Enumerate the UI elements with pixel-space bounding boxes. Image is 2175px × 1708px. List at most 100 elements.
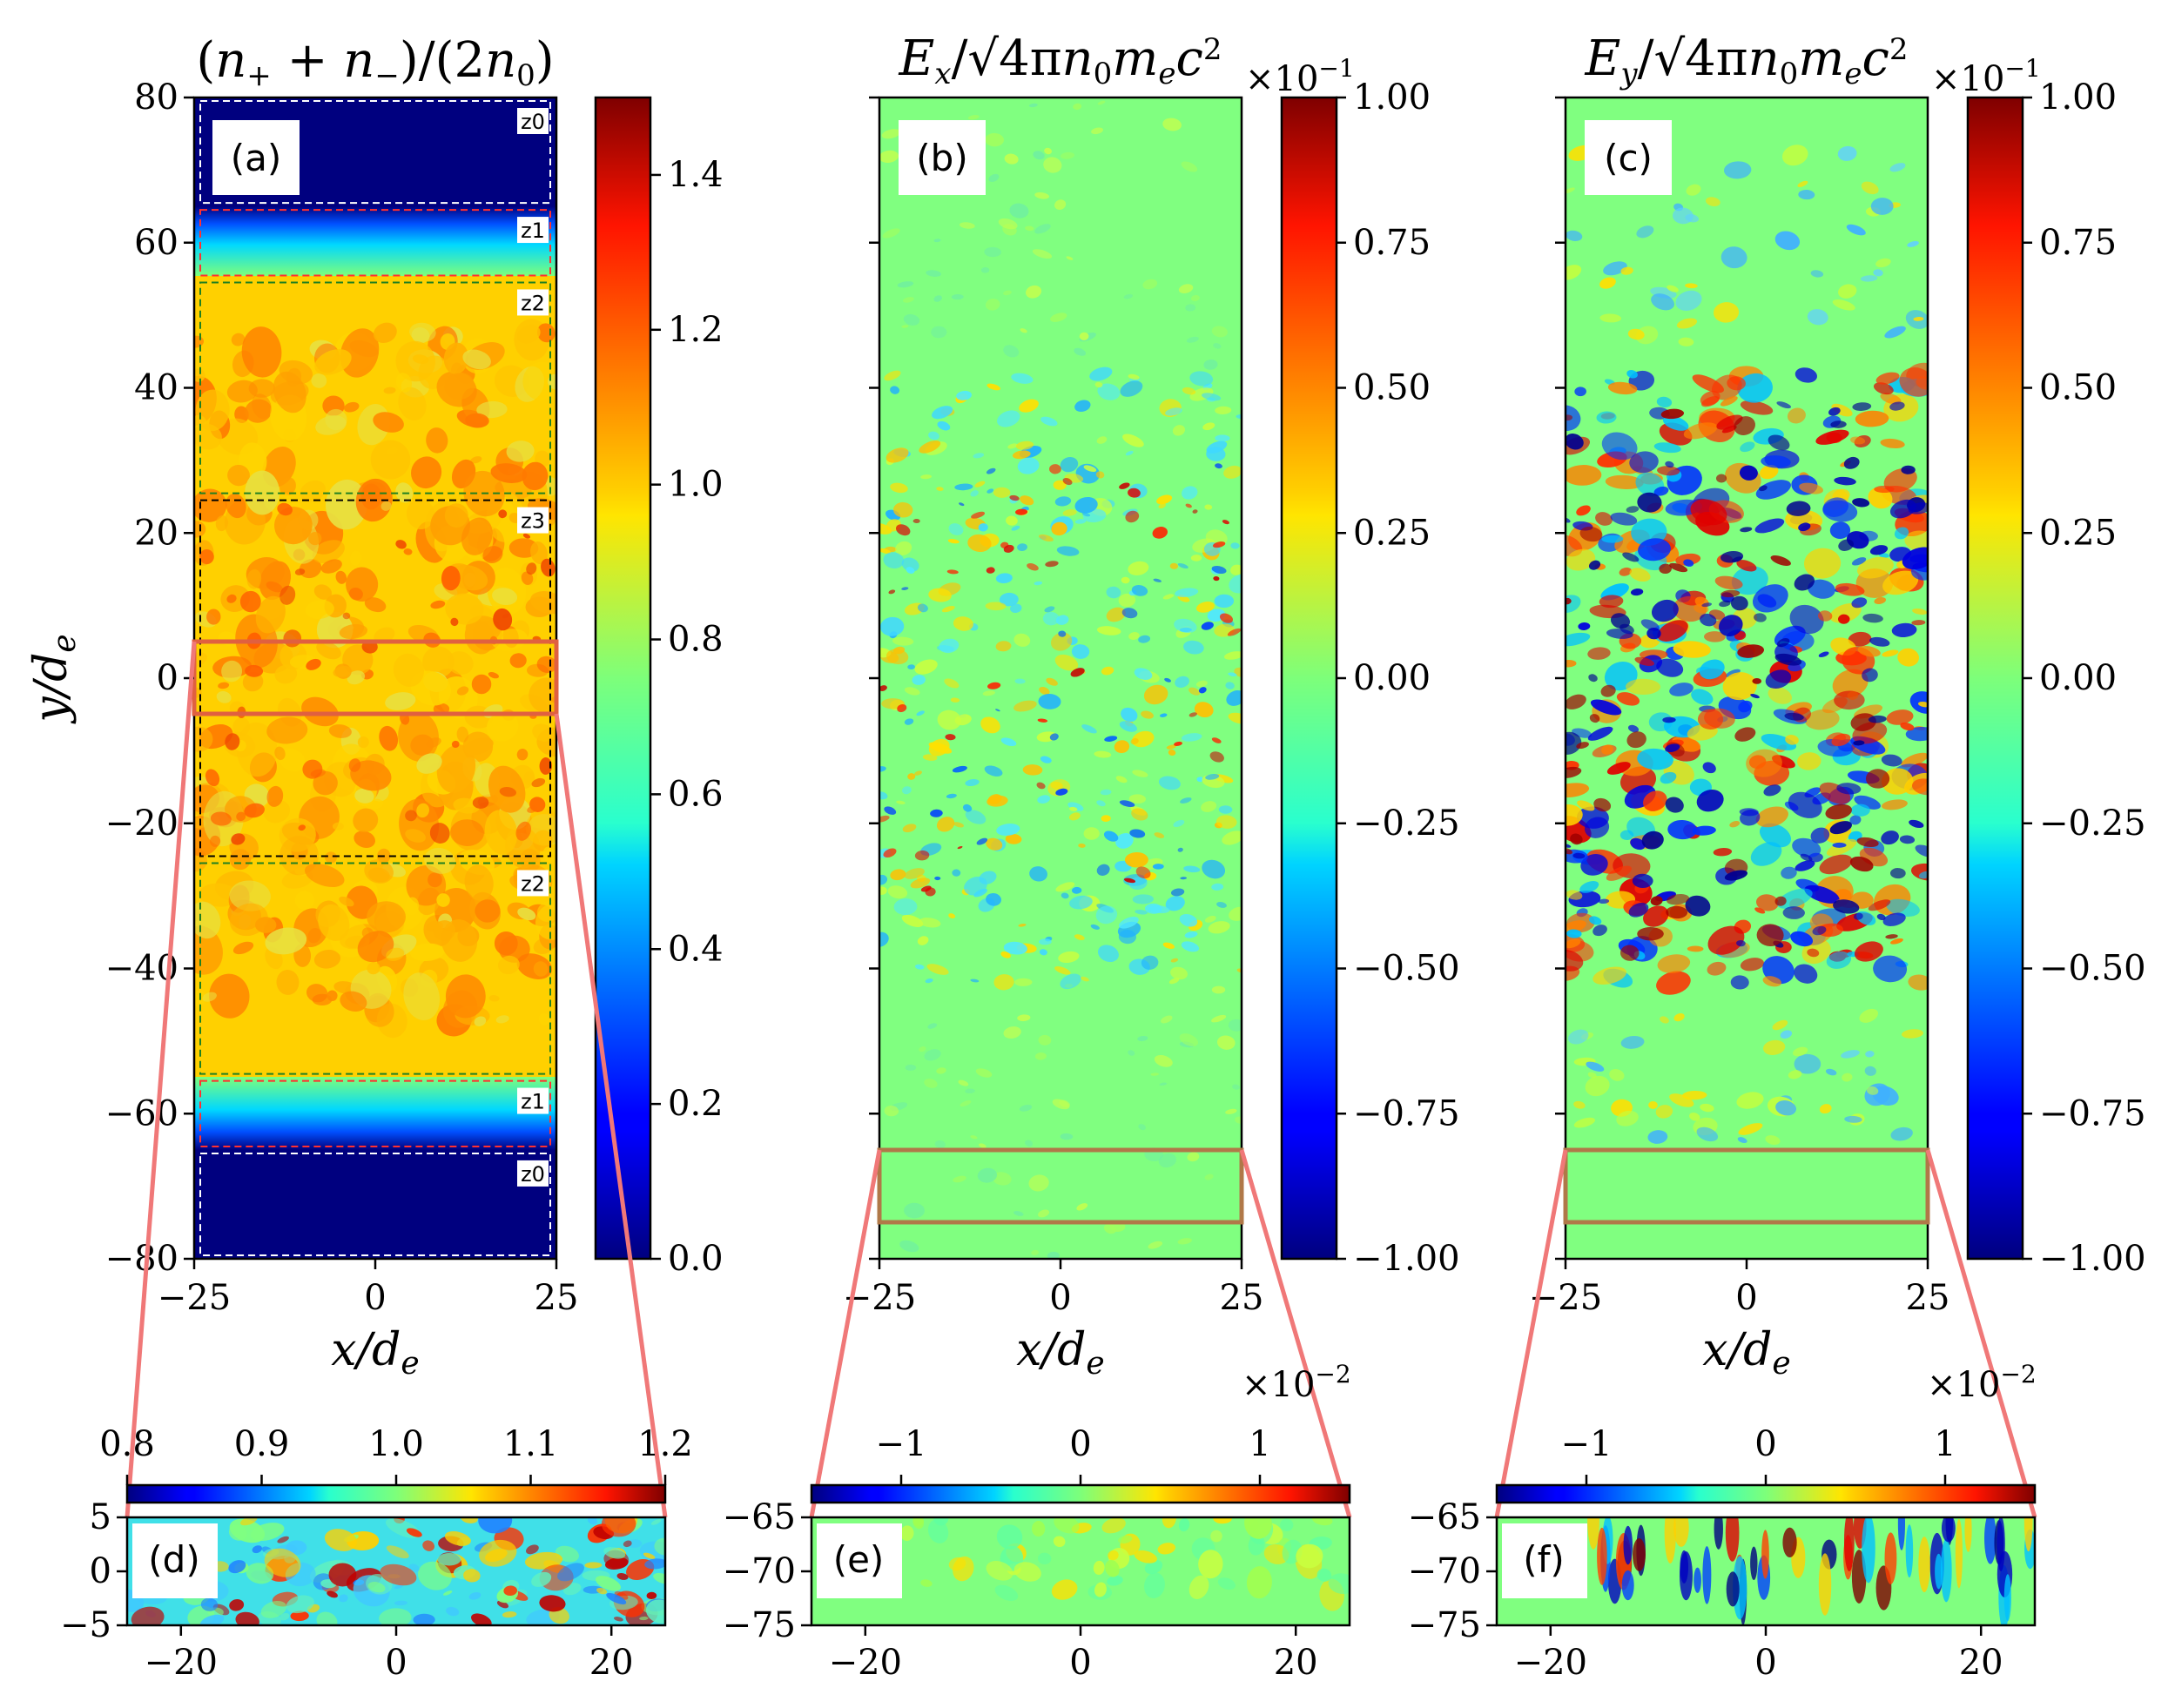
- texture-blob: [456, 686, 469, 696]
- texture-blob: [1179, 627, 1193, 633]
- texture-blob: [1882, 912, 1906, 926]
- texture-blob: [902, 786, 912, 795]
- texture-blob: [879, 874, 888, 885]
- texture-blob: [926, 964, 949, 975]
- texture-blob: [1213, 575, 1220, 582]
- texture-blob: [1074, 400, 1091, 413]
- texture-blob: [1135, 866, 1151, 879]
- texture-blob: [493, 608, 513, 631]
- texture-blob: [1606, 762, 1631, 775]
- texture-blob: [340, 991, 367, 1012]
- texture-blob: [1141, 955, 1159, 970]
- panel-label-d: (d): [148, 1538, 199, 1581]
- zone-label: z2: [521, 871, 545, 896]
- texture-blob: [645, 1599, 665, 1624]
- texture-blob: [313, 949, 341, 969]
- texture-blob: [318, 904, 350, 941]
- texture-blob: [1015, 440, 1034, 450]
- texture-blob: [1882, 570, 1919, 595]
- texture-blob: [1038, 694, 1061, 709]
- colorbar-a-frame: [594, 96, 652, 1261]
- texture-blob: [1211, 565, 1227, 574]
- colorbar-tick-label: 0.75: [1353, 223, 1431, 263]
- texture-blob: [1819, 854, 1853, 875]
- texture-blob: [1874, 596, 1887, 605]
- zone-label: z0: [521, 1162, 545, 1187]
- texture-blob: [1037, 718, 1048, 723]
- texture-blob: [1593, 925, 1607, 937]
- texture-blob: [273, 506, 313, 545]
- texture-blob: [1177, 562, 1189, 569]
- texture-blob: [449, 819, 484, 846]
- texture-blob: [1022, 764, 1043, 776]
- texture-blob: [516, 748, 529, 761]
- texture-blob: [1009, 203, 1029, 219]
- texture-blob: [992, 1172, 1012, 1186]
- x-tick-label: −25: [158, 1278, 231, 1318]
- texture-blob: [1227, 628, 1242, 636]
- texture-blob: [1899, 835, 1916, 844]
- texture-blob: [1685, 895, 1711, 917]
- texture-blob: [1017, 543, 1027, 551]
- texture-blob: [917, 936, 929, 945]
- texture-blob: [1103, 830, 1119, 842]
- texture-blob: [441, 919, 478, 962]
- texture-blob: [1667, 285, 1679, 293]
- texture-blob: [1841, 1050, 1860, 1059]
- texture-blob: [1703, 631, 1726, 642]
- texture-blob: [1566, 187, 1575, 194]
- texture-blob: [916, 710, 925, 716]
- colorbar-tick-label: 1.0: [368, 1424, 424, 1464]
- texture-blob: [965, 810, 986, 824]
- texture-blob: [260, 1600, 287, 1618]
- texture-stripe: [1725, 1517, 1740, 1562]
- texture-blob: [379, 1608, 412, 1625]
- texture-blob: [982, 690, 995, 696]
- texture-blob: [1205, 774, 1220, 780]
- texture-blob: [1566, 766, 1582, 778]
- texture-blob: [394, 1584, 403, 1590]
- texture-blob: [988, 173, 1000, 182]
- texture-blob: [1696, 1126, 1719, 1142]
- texture-blob: [1686, 184, 1701, 196]
- zone-label-bg: [517, 1087, 549, 1114]
- texture-blob: [1175, 588, 1199, 597]
- texture-blob: [897, 703, 907, 713]
- texture-blob: [216, 690, 232, 703]
- texture-blob: [1874, 485, 1895, 494]
- texture-blob: [1788, 1070, 1802, 1079]
- texture-blob: [1628, 903, 1649, 918]
- texture-blob: [350, 760, 392, 791]
- texture-blob: [1096, 800, 1106, 807]
- texture-blob: [394, 1600, 408, 1606]
- texture-blob: [1660, 771, 1677, 784]
- texture-blob: [1566, 660, 1577, 668]
- texture-blob: [498, 509, 508, 519]
- texture-blob: [367, 1582, 386, 1593]
- texture-blob: [1014, 678, 1026, 684]
- texture-blob: [1889, 401, 1905, 411]
- texture-blob: [1585, 1075, 1610, 1097]
- texture-blob: [901, 325, 909, 328]
- texture-blob: [1195, 680, 1208, 688]
- texture-blob: [244, 803, 265, 818]
- texture-blob: [1069, 895, 1093, 910]
- texture-blob: [884, 370, 901, 381]
- texture-blob: [1042, 612, 1060, 626]
- texture-blob: [228, 1560, 246, 1574]
- texture-blob: [1071, 644, 1090, 659]
- texture-blob: [1029, 866, 1047, 882]
- texture-blob: [1905, 726, 1928, 742]
- x-tick-label: 0: [1754, 1643, 1776, 1683]
- texture-blob: [263, 799, 291, 824]
- texture-blob: [1011, 373, 1034, 384]
- texture-blob: [472, 797, 489, 809]
- texture-blob: [1054, 654, 1079, 671]
- texture-blob: [533, 961, 549, 977]
- texture-blob: [1647, 1130, 1668, 1144]
- texture-blob: [1699, 659, 1725, 680]
- texture-blob: [1890, 938, 1903, 945]
- texture-blob: [484, 810, 518, 855]
- texture-blob: [643, 1552, 656, 1559]
- texture-blob: [1740, 527, 1753, 533]
